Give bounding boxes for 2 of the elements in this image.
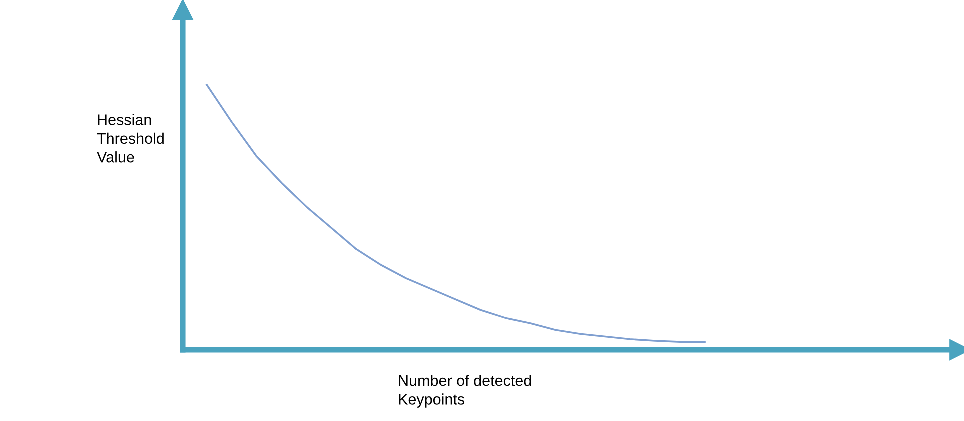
x-axis-title: Number of detected Keypoints	[399, 375, 532, 408]
y-axis-title: Hessian Threshold Value	[97, 114, 164, 163]
